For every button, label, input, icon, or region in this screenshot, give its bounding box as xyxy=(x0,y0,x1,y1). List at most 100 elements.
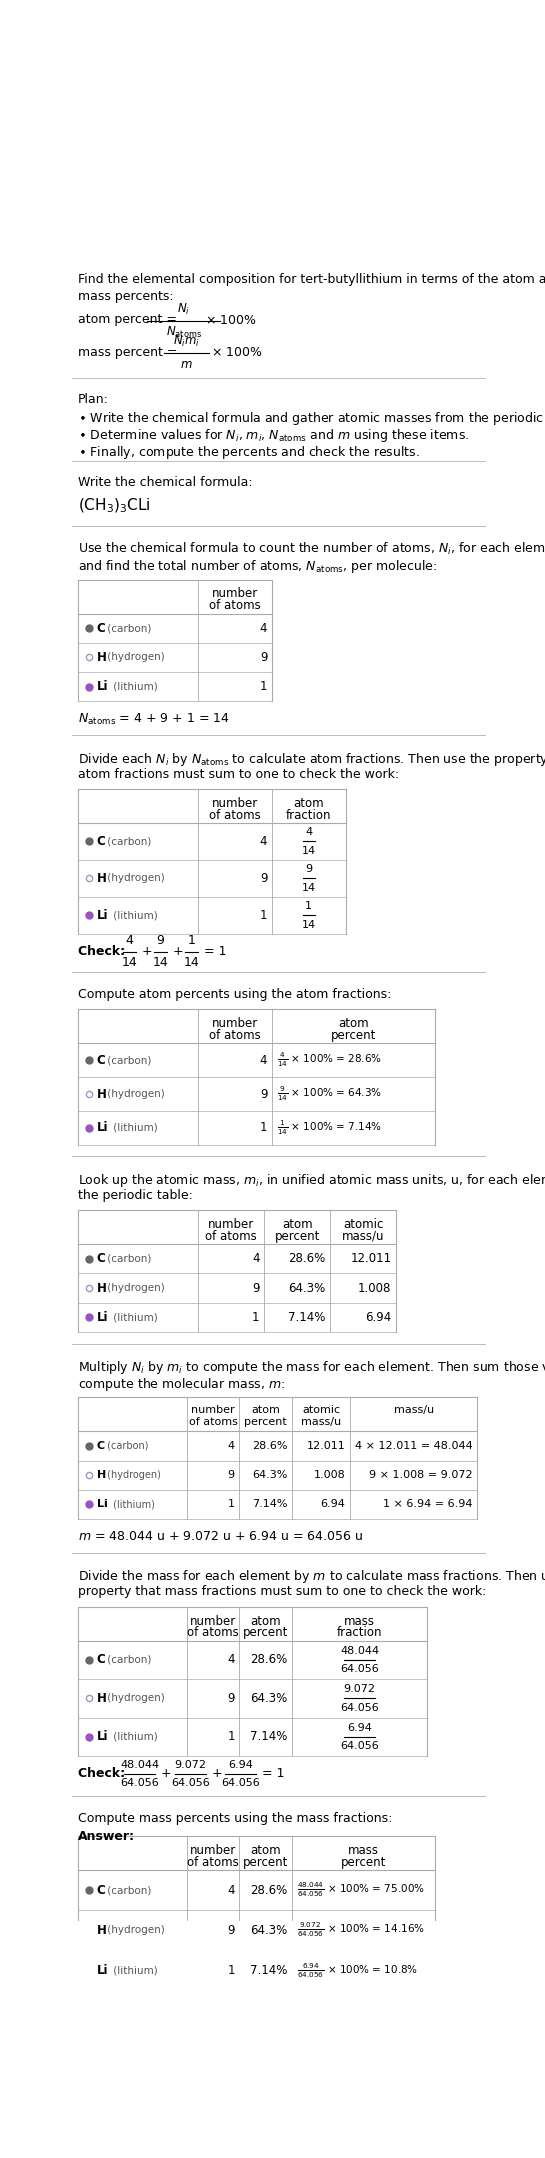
Text: atom: atom xyxy=(251,1614,281,1627)
Text: 1: 1 xyxy=(187,934,195,947)
Text: $N_{\rm atoms}$ = 4 + 9 + 1 = 14: $N_{\rm atoms}$ = 4 + 9 + 1 = 14 xyxy=(78,712,230,727)
Text: $\frac{6.94}{64.056}$ × 100% = 10.8%: $\frac{6.94}{64.056}$ × 100% = 10.8% xyxy=(296,1962,418,1979)
Text: atomic: atomic xyxy=(343,1217,383,1230)
Text: atom fractions must sum to one to check the work:: atom fractions must sum to one to check … xyxy=(78,768,399,781)
Text: Li: Li xyxy=(97,1500,107,1508)
Text: and find the total number of atoms, $N_{\rm atoms}$, per molecule:: and find the total number of atoms, $N_{… xyxy=(78,559,438,574)
Text: 9: 9 xyxy=(305,863,312,874)
Text: atomic: atomic xyxy=(302,1405,340,1416)
Text: $\frac{4}{14}$ × 100% = 28.6%: $\frac{4}{14}$ × 100% = 28.6% xyxy=(277,1051,382,1070)
Text: $N_{\rm atoms}$: $N_{\rm atoms}$ xyxy=(166,326,202,341)
Text: Li: Li xyxy=(97,1122,108,1135)
Text: Li: Li xyxy=(97,680,108,693)
Text: 4: 4 xyxy=(260,1053,267,1066)
Text: (carbon): (carbon) xyxy=(104,837,152,846)
Text: 64.056: 64.056 xyxy=(221,1778,260,1789)
Text: 9.072: 9.072 xyxy=(174,1759,206,1770)
Text: H: H xyxy=(97,1923,107,1936)
Text: C: C xyxy=(97,1252,106,1265)
Text: 1.008: 1.008 xyxy=(314,1470,346,1480)
Text: mass/u: mass/u xyxy=(342,1230,384,1243)
Text: 14: 14 xyxy=(184,956,199,969)
Text: 14: 14 xyxy=(122,956,137,969)
Text: 64.3%: 64.3% xyxy=(250,1923,287,1936)
Text: H: H xyxy=(97,1692,107,1705)
Text: 4 × 12.011 = 48.044: 4 × 12.011 = 48.044 xyxy=(355,1442,473,1450)
Text: Look up the atomic mass, $m_i$, in unified atomic mass units, u, for each elemen: Look up the atomic mass, $m_i$, in unifi… xyxy=(78,1172,545,1189)
Text: fraction: fraction xyxy=(286,809,331,822)
Text: Li: Li xyxy=(97,1310,108,1323)
Text: H: H xyxy=(97,1282,107,1295)
Text: of atoms: of atoms xyxy=(209,1029,261,1042)
Text: of atoms: of atoms xyxy=(209,809,261,822)
Text: (carbon): (carbon) xyxy=(104,624,152,632)
Text: C: C xyxy=(97,622,106,634)
Text: atom: atom xyxy=(338,1016,368,1029)
Text: Compute atom percents using the atom fractions:: Compute atom percents using the atom fra… xyxy=(78,988,391,1001)
Text: Divide the mass for each element by $m$ to calculate mass fractions. Then use th: Divide the mass for each element by $m$ … xyxy=(78,1569,545,1586)
Text: $\frac{9}{14}$ × 100% = 64.3%: $\frac{9}{14}$ × 100% = 64.3% xyxy=(277,1085,382,1103)
Text: 7.14%: 7.14% xyxy=(288,1310,325,1323)
Text: (hydrogen): (hydrogen) xyxy=(104,652,165,663)
Text: 4: 4 xyxy=(227,1653,235,1666)
Text: = 1: = 1 xyxy=(204,945,226,958)
Text: 4: 4 xyxy=(125,934,134,947)
Text: $\frac{9.072}{64.056}$ × 100% = 14.16%: $\frac{9.072}{64.056}$ × 100% = 14.16% xyxy=(296,1921,425,1940)
Text: 6.94: 6.94 xyxy=(320,1500,346,1508)
Text: 12.011: 12.011 xyxy=(350,1252,391,1265)
Text: 9: 9 xyxy=(260,652,267,665)
Text: 1: 1 xyxy=(260,909,267,921)
Text: 48.044: 48.044 xyxy=(340,1647,379,1655)
Text: $\times$ 100%: $\times$ 100% xyxy=(205,313,257,326)
Text: 6.94: 6.94 xyxy=(228,1759,253,1770)
Text: = 1: = 1 xyxy=(262,1767,284,1780)
Text: 12.011: 12.011 xyxy=(307,1442,346,1450)
Text: (lithium): (lithium) xyxy=(110,911,158,919)
Text: 64.3%: 64.3% xyxy=(252,1470,287,1480)
Text: 6.94: 6.94 xyxy=(365,1310,391,1323)
Text: 14: 14 xyxy=(302,846,316,857)
Text: $\frac{48.044}{64.056}$ × 100% = 75.00%: $\frac{48.044}{64.056}$ × 100% = 75.00% xyxy=(296,1882,425,1899)
Text: (carbon): (carbon) xyxy=(104,1055,152,1066)
Text: percent: percent xyxy=(244,1418,287,1426)
Text: 9: 9 xyxy=(227,1923,235,1936)
Text: (lithium): (lithium) xyxy=(110,1122,158,1133)
Text: (hydrogen): (hydrogen) xyxy=(104,1925,165,1936)
Text: percent: percent xyxy=(275,1230,320,1243)
Text: H: H xyxy=(97,872,107,885)
Text: 14: 14 xyxy=(302,919,316,930)
Text: (hydrogen): (hydrogen) xyxy=(104,874,165,883)
Text: (hydrogen): (hydrogen) xyxy=(104,1284,165,1293)
Text: (hydrogen): (hydrogen) xyxy=(104,1694,165,1703)
Text: mass/u: mass/u xyxy=(301,1418,341,1426)
Text: mass percent =: mass percent = xyxy=(78,345,181,358)
Text: 14: 14 xyxy=(302,883,316,893)
Text: 64.056: 64.056 xyxy=(120,1778,159,1789)
Text: +: + xyxy=(161,1767,172,1780)
Text: (carbon): (carbon) xyxy=(104,1442,148,1450)
Text: 7.14%: 7.14% xyxy=(250,1731,287,1744)
Text: percent: percent xyxy=(243,1856,288,1869)
Text: Li: Li xyxy=(97,1964,108,1977)
Text: percent: percent xyxy=(331,1029,376,1042)
Text: 4: 4 xyxy=(252,1252,259,1265)
Text: Check:: Check: xyxy=(78,1767,130,1780)
Text: (lithium): (lithium) xyxy=(110,1500,154,1508)
Text: 6.94: 6.94 xyxy=(347,1722,372,1733)
Text: +: + xyxy=(211,1767,222,1780)
Text: $N_i m_i$: $N_i m_i$ xyxy=(173,334,200,350)
Text: 28.6%: 28.6% xyxy=(288,1252,325,1265)
Text: +: + xyxy=(142,945,153,958)
Text: (lithium): (lithium) xyxy=(110,682,158,693)
Text: H: H xyxy=(97,652,107,665)
Text: C: C xyxy=(97,1884,106,1897)
Text: Check:: Check: xyxy=(78,945,130,958)
Text: (carbon): (carbon) xyxy=(104,1655,152,1666)
Text: C: C xyxy=(97,1442,105,1450)
Text: atom percent =: atom percent = xyxy=(78,313,181,326)
Text: $\frac{1}{14}$ × 100% = 7.14%: $\frac{1}{14}$ × 100% = 7.14% xyxy=(277,1118,382,1137)
Text: +: + xyxy=(173,945,183,958)
Text: 4: 4 xyxy=(227,1884,235,1897)
Text: 1: 1 xyxy=(227,1964,235,1977)
Text: Multiply $N_i$ by $m_i$ to compute the mass for each element. Then sum those val: Multiply $N_i$ by $m_i$ to compute the m… xyxy=(78,1360,545,1377)
